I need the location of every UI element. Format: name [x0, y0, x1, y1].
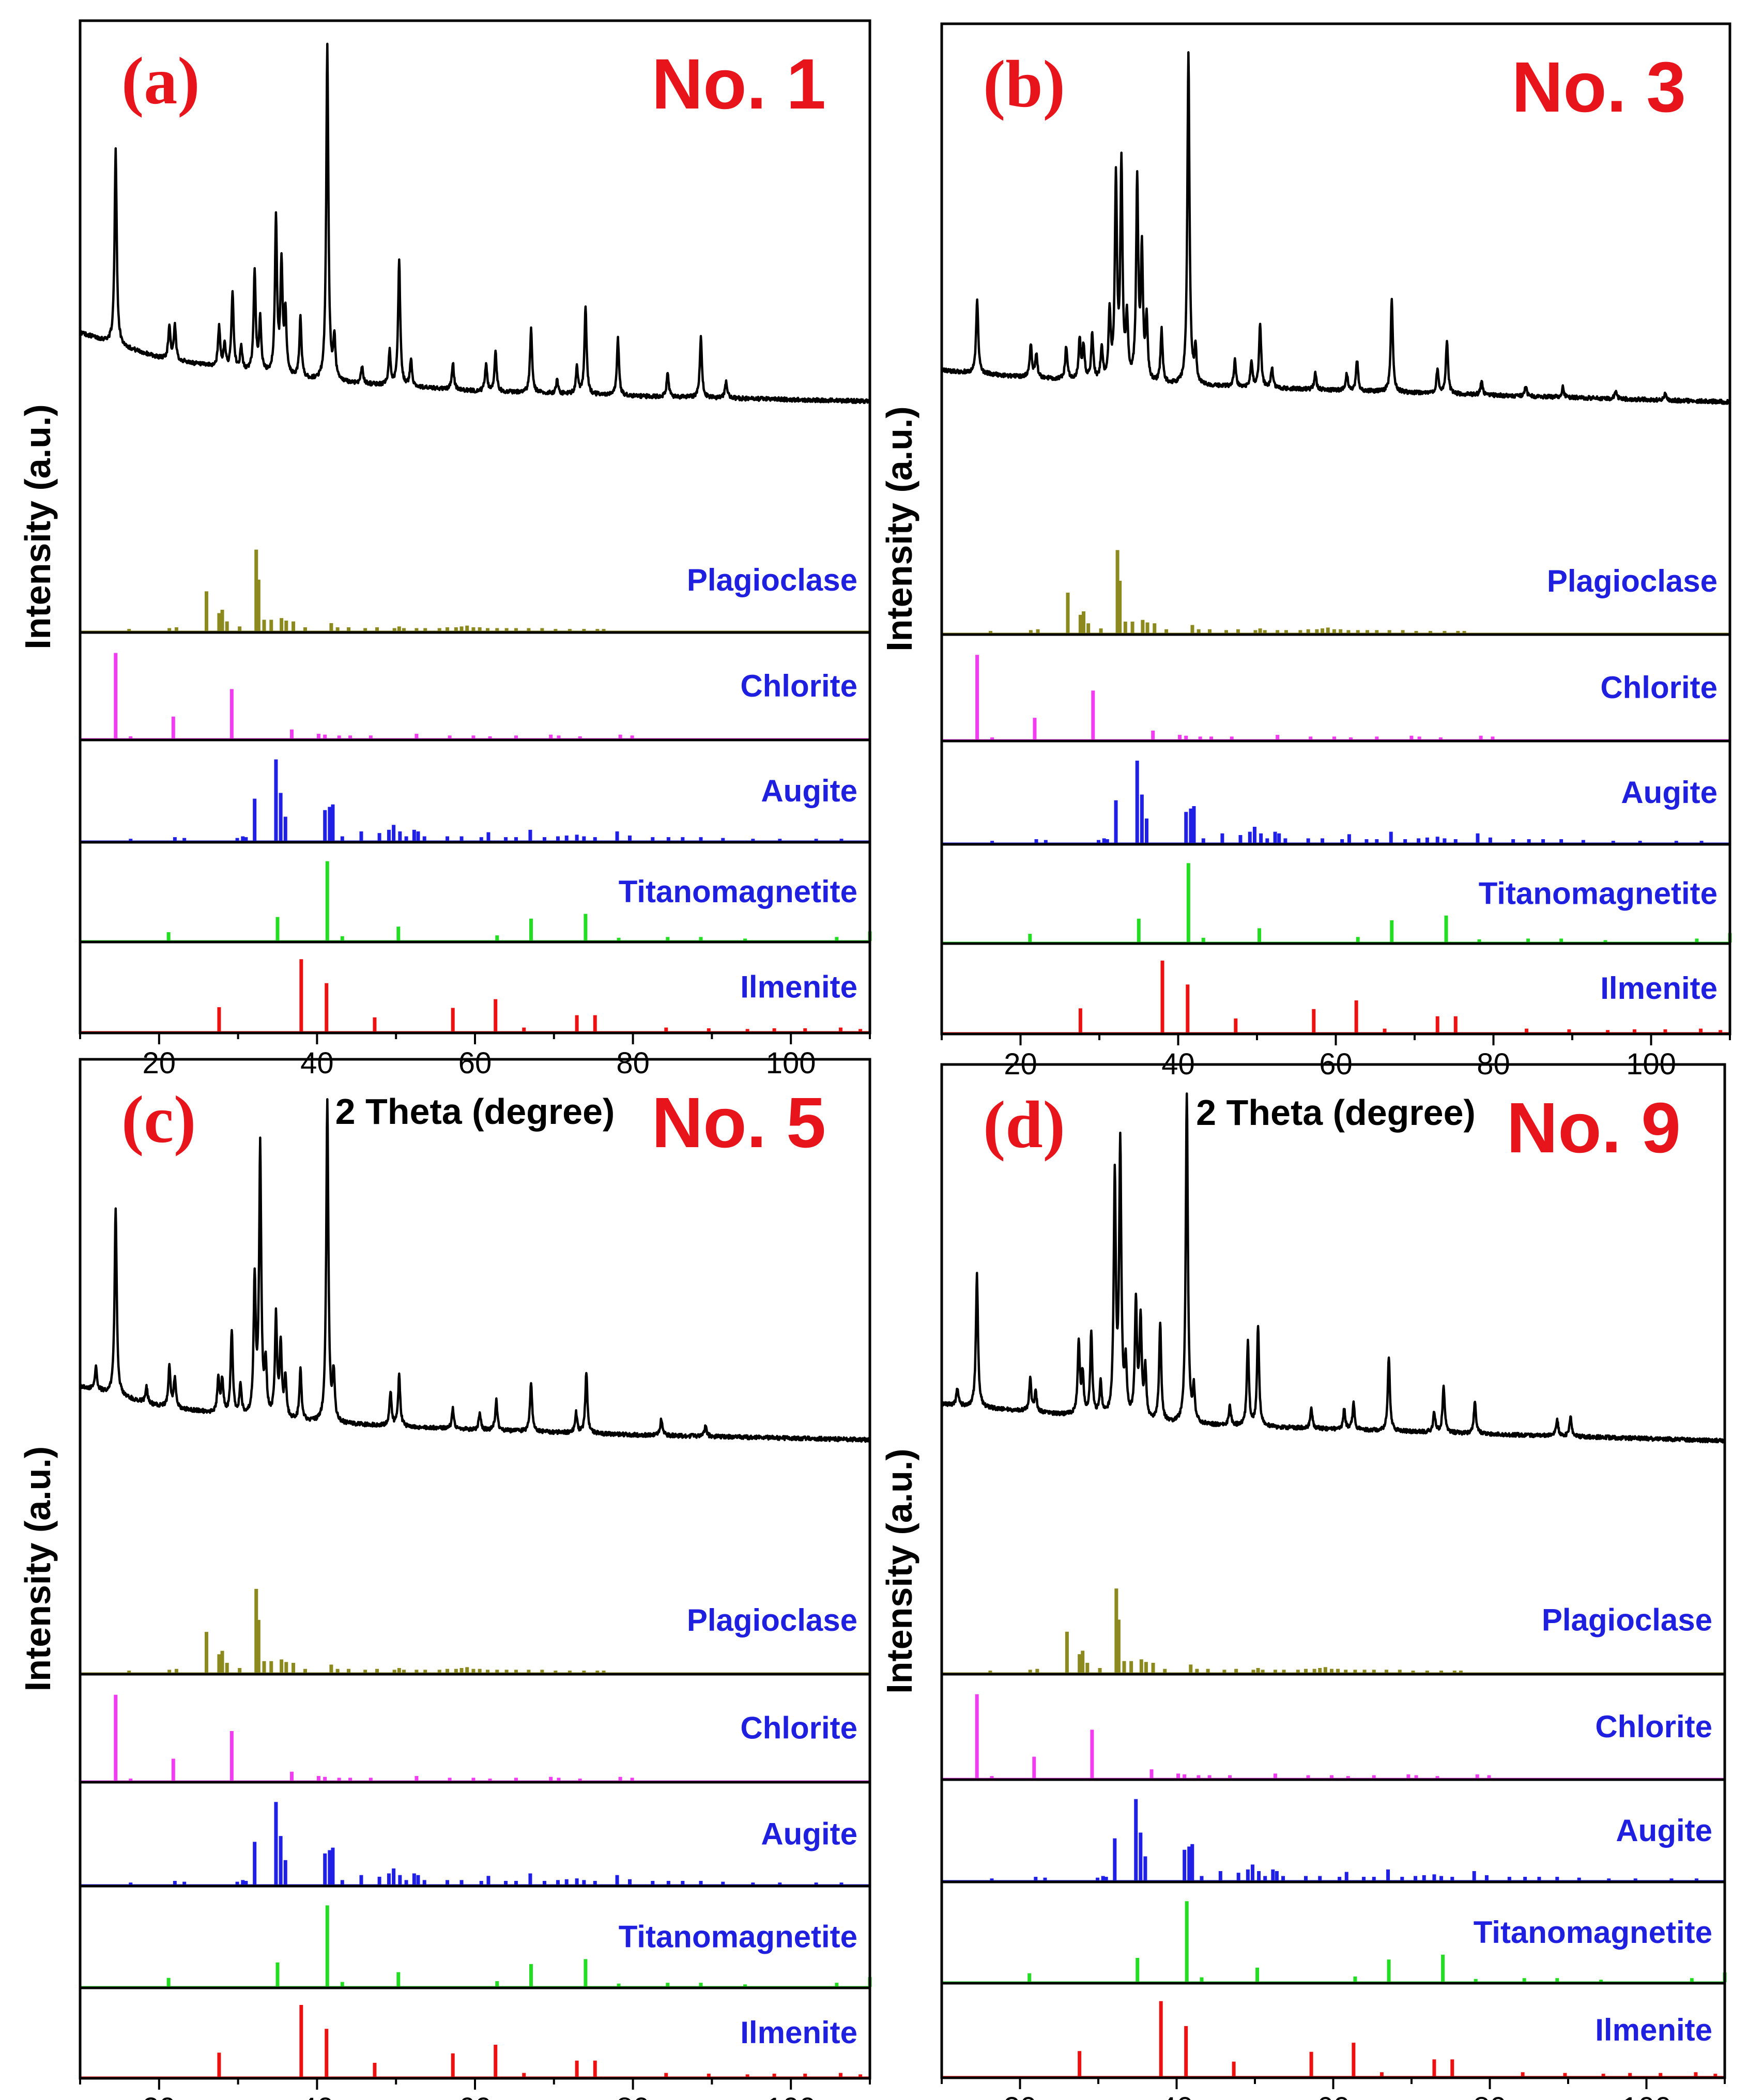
reference-chlorite: Chlorite	[80, 653, 870, 740]
x-tick-label: 60	[458, 2092, 492, 2100]
phase-label-plagioclase: Plagioclase	[1542, 1603, 1712, 1638]
reference-ilmenite: Ilmenite	[80, 2005, 870, 2078]
y-axis-title: Intensity (a.u.)	[879, 1448, 919, 1693]
y-axis-title: Intensity (a.u.)	[879, 406, 919, 651]
phase-label-titanomagnetite: Titanomagnetite	[1479, 876, 1718, 911]
phase-label-augite: Augite	[1616, 1813, 1712, 1848]
reference-ilmenite: Ilmenite	[80, 959, 870, 1033]
x-tick-label: 60	[1316, 2091, 1350, 2100]
y-axis-title: Intensity (a.u.)	[18, 1446, 58, 1691]
xrd-pattern-line	[940, 1092, 1726, 1444]
reference-ilmenite: Ilmenite	[942, 2001, 1725, 2078]
reference-augite: Augite	[80, 1802, 870, 1886]
sample-number: No. 3	[1512, 48, 1686, 127]
reference-titanomagnetite: Titanomagnetite	[80, 861, 872, 942]
phase-label-ilmenite: Ilmenite	[740, 2015, 857, 2050]
xrd-pattern-line	[941, 51, 1731, 405]
panel-a: Plagioclase Chlorite Augite Titanomagnetite…	[18, 19, 872, 1132]
phase-label-chlorite: Chlorite	[1595, 1709, 1712, 1744]
reference-plagioclase: Plagioclase	[80, 549, 870, 632]
reference-ilmenite: Ilmenite	[942, 961, 1730, 1034]
phase-label-plagioclase: Plagioclase	[687, 1603, 857, 1638]
x-tick-label: 20	[1003, 2091, 1037, 2100]
x-tick-label: 60	[458, 1046, 492, 1080]
xrd-pattern-line	[79, 1098, 871, 1443]
reference-titanomagnetite: Titanomagnetite	[942, 863, 1732, 944]
panel-tag: (c)	[121, 1083, 196, 1157]
phase-label-chlorite: Chlorite	[1600, 670, 1718, 705]
reference-augite: Augite	[80, 759, 870, 842]
x-tick-label: 40	[1160, 2091, 1193, 2100]
phase-label-plagioclase: Plagioclase	[687, 563, 857, 597]
x-tick-label: 40	[300, 1046, 334, 1080]
phase-label-ilmenite: Ilmenite	[1595, 2013, 1712, 2047]
x-axis-title: 2 Theta (degree)	[1196, 1092, 1476, 1133]
reference-plagioclase: Plagioclase	[942, 550, 1730, 635]
panel-d: Plagioclase Chlorite Augite Titanomagnetite…	[879, 1063, 1727, 2100]
sample-number: No. 1	[652, 44, 826, 124]
sample-number: No. 9	[1507, 1088, 1681, 1168]
phase-label-plagioclase: Plagioclase	[1547, 564, 1718, 598]
x-tick-label: 20	[143, 2092, 176, 2100]
reference-plagioclase: Plagioclase	[80, 1588, 870, 1674]
phase-label-titanomagnetite: Titanomagnetite	[1474, 1915, 1712, 1950]
phase-label-chlorite: Chlorite	[740, 669, 857, 703]
xrd-pattern-line	[79, 42, 871, 404]
x-tick-label: 100	[1621, 2091, 1672, 2100]
reference-augite: Augite	[942, 1799, 1725, 1882]
panel-c: Plagioclase Chlorite Augite Titanomagnetite…	[18, 1058, 872, 2100]
x-tick-label: 80	[1473, 2091, 1507, 2100]
phase-label-augite: Augite	[761, 1816, 857, 1851]
reference-plagioclase: Plagioclase	[942, 1588, 1725, 1674]
phase-label-titanomagnetite: Titanomagnetite	[619, 1919, 857, 1954]
reference-augite: Augite	[942, 761, 1730, 844]
panel-tag: (a)	[121, 44, 200, 118]
phase-label-augite: Augite	[1621, 775, 1718, 810]
reference-chlorite: Chlorite	[942, 655, 1730, 741]
phase-label-ilmenite: Ilmenite	[1600, 971, 1718, 1006]
x-tick-label: 40	[300, 2092, 334, 2100]
phase-label-ilmenite: Ilmenite	[740, 969, 857, 1004]
phase-label-augite: Augite	[761, 774, 857, 808]
x-tick-label: 100	[766, 2092, 816, 2100]
sample-number: No. 5	[652, 1083, 826, 1163]
reference-chlorite: Chlorite	[80, 1694, 870, 1782]
x-tick-label: 80	[616, 1046, 650, 1080]
panel-b: Plagioclase Chlorite Augite Titanomagnetite…	[879, 22, 1732, 1133]
x-tick-label: 80	[616, 2092, 650, 2100]
x-tick-label: 100	[766, 1046, 816, 1080]
phase-label-titanomagnetite: Titanomagnetite	[619, 874, 857, 909]
x-axis-title: 2 Theta (degree)	[335, 1091, 615, 1132]
panel-tag: (b)	[983, 47, 1065, 121]
x-tick-label: 20	[143, 1046, 176, 1080]
reference-titanomagnetite: Titanomagnetite	[80, 1905, 872, 1988]
y-axis-title: Intensity (a.u.)	[18, 404, 58, 649]
reference-chlorite: Chlorite	[942, 1694, 1725, 1780]
reference-titanomagnetite: Titanomagnetite	[942, 1901, 1727, 1983]
panel-tag: (d)	[983, 1088, 1065, 1162]
phase-label-chlorite: Chlorite	[740, 1711, 857, 1746]
